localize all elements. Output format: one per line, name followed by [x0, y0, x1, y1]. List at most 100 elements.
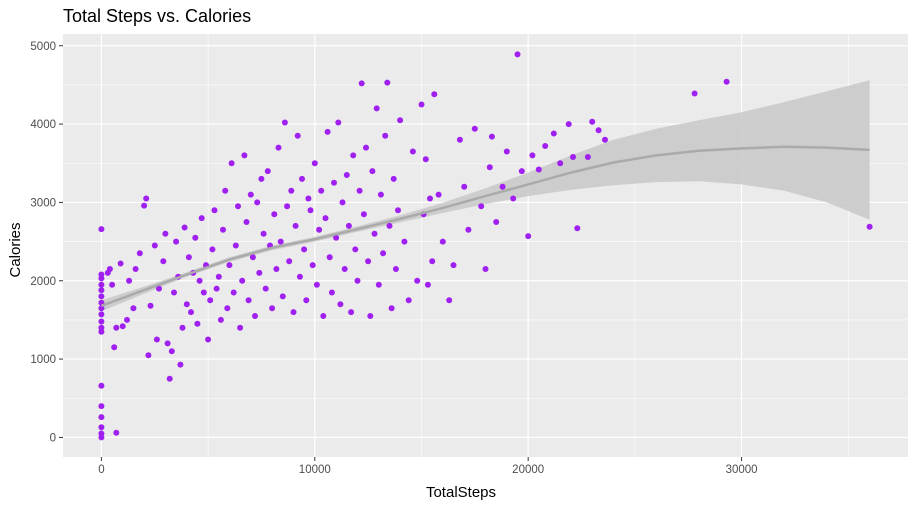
- data-point: [369, 168, 376, 175]
- smooth-trend-line: [100, 145, 870, 307]
- data-point: [143, 195, 150, 202]
- x-tick-label: 20000: [512, 464, 544, 476]
- data-point: [245, 297, 252, 304]
- data-point: [309, 262, 316, 269]
- data-point: [179, 324, 186, 331]
- data-point: [98, 305, 105, 312]
- data-point: [151, 242, 158, 249]
- data-point: [348, 309, 355, 316]
- data-point: [224, 305, 231, 312]
- data-point: [168, 348, 175, 355]
- data-point: [461, 183, 468, 190]
- data-point: [446, 297, 453, 304]
- data-point: [281, 119, 288, 126]
- data-point: [414, 277, 421, 284]
- x-tick-label: 10000: [299, 464, 331, 476]
- data-point: [565, 121, 572, 128]
- data-point: [333, 234, 340, 241]
- data-point: [136, 250, 143, 257]
- data-point: [429, 258, 436, 265]
- data-point: [166, 375, 173, 382]
- data-point: [185, 254, 192, 261]
- data-point: [232, 242, 239, 249]
- data-point: [409, 148, 416, 155]
- x-axis: 0 10000 20000 30000: [98, 457, 758, 476]
- data-point: [525, 233, 532, 240]
- data-point: [192, 234, 199, 241]
- data-point: [439, 238, 446, 245]
- data-point: [337, 301, 344, 308]
- data-point: [153, 336, 160, 343]
- data-point: [356, 187, 363, 194]
- y-tick-label: 4000: [30, 119, 56, 131]
- data-point: [106, 266, 113, 272]
- data-point: [260, 230, 267, 237]
- data-point: [228, 160, 235, 167]
- data-point: [98, 226, 105, 233]
- x-axis-title: TotalSteps: [426, 484, 496, 501]
- data-point: [215, 273, 222, 280]
- data-point: [301, 246, 308, 253]
- data-point: [288, 187, 295, 194]
- data-point: [352, 246, 359, 253]
- y-tick-label: 1000: [30, 354, 56, 366]
- data-point: [98, 293, 105, 300]
- data-points: [98, 51, 873, 441]
- data-point: [249, 254, 256, 261]
- data-point: [723, 78, 730, 85]
- data-point: [345, 222, 352, 229]
- data-point: [209, 246, 216, 253]
- data-point: [98, 281, 105, 288]
- data-point: [256, 269, 263, 276]
- chart-title: Total Steps vs. Calories: [63, 6, 251, 26]
- data-point: [482, 266, 489, 272]
- data-point: [205, 336, 212, 343]
- data-point: [375, 281, 382, 288]
- data-point: [397, 117, 404, 124]
- data-point: [691, 90, 698, 97]
- data-point: [98, 414, 105, 421]
- y-tick-label: 2000: [30, 276, 56, 288]
- data-point: [574, 225, 581, 232]
- data-point: [98, 403, 105, 410]
- data-point: [392, 266, 399, 272]
- data-point: [117, 260, 124, 267]
- data-point: [183, 301, 190, 308]
- data-point: [279, 293, 286, 300]
- data-point: [503, 148, 510, 155]
- data-point: [499, 183, 506, 190]
- x-tick-label: 30000: [726, 464, 758, 476]
- data-point: [269, 305, 276, 312]
- data-point: [431, 91, 438, 98]
- data-point: [271, 211, 278, 218]
- data-point: [456, 136, 463, 143]
- plot-panel: [63, 34, 908, 457]
- data-point: [427, 195, 433, 202]
- data-point: [363, 144, 369, 151]
- data-point: [405, 297, 412, 304]
- data-point: [373, 105, 380, 112]
- data-point: [360, 211, 367, 218]
- data-point: [550, 130, 557, 137]
- data-point: [284, 203, 291, 210]
- data-point: [194, 320, 201, 327]
- data-point: [164, 340, 171, 347]
- data-point: [177, 361, 184, 368]
- data-point: [318, 187, 325, 194]
- data-point: [367, 313, 374, 319]
- data-point: [113, 429, 120, 436]
- data-point: [866, 223, 873, 230]
- data-point: [388, 305, 395, 312]
- data-point: [529, 152, 536, 159]
- data-point: [478, 203, 485, 210]
- data-point: [220, 226, 226, 233]
- data-point: [341, 266, 348, 272]
- data-point: [241, 152, 248, 159]
- data-point: [188, 309, 194, 316]
- data-point: [401, 238, 408, 245]
- data-point: [264, 168, 271, 175]
- data-point: [358, 80, 365, 87]
- y-axis: 0 1000 2000 3000 4000 5000: [30, 41, 63, 444]
- data-point: [200, 289, 207, 296]
- data-point: [303, 297, 310, 304]
